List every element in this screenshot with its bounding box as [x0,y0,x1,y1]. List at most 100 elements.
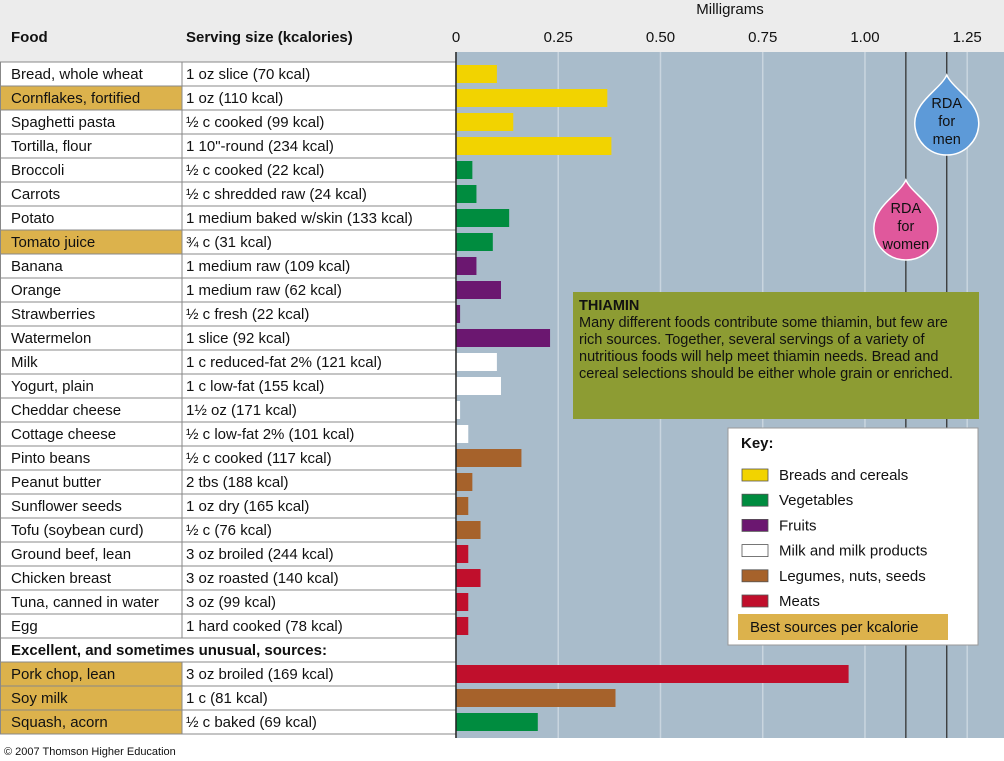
legend-swatch [741,493,769,507]
best-source-highlight [0,686,182,710]
serving-size: 3 oz (99 kcal) [186,594,276,611]
food-name: Tuna, canned in water [11,594,159,611]
best-source-highlight [0,662,182,686]
bar [456,401,461,419]
best-source-highlight [0,710,182,734]
legend-highlight [738,614,948,640]
serving-size: ½ c cooked (117 kcal) [186,450,332,467]
serving-size: 3 oz broiled (244 kcal) [186,546,334,563]
serving-size: 1½ oz (171 kcal) [186,402,297,419]
bar [456,137,612,155]
serving-size: 1 medium raw (109 kcal) [186,258,350,275]
legend-title: Key: [741,435,774,452]
x-tick-label: 1.00 [850,29,879,46]
food-name: Spaghetti pasta [11,114,116,131]
bar [456,185,477,203]
legend-swatch [741,544,769,557]
bar [456,665,849,683]
food-name: Orange [11,282,61,299]
food-name: Tortilla, flour [11,138,92,155]
bar [456,713,538,731]
bar [456,689,616,707]
serving-size: 3 oz roasted (140 kcal) [186,570,339,587]
food-name: Chicken breast [11,570,112,587]
serving-size: ½ c fresh (22 kcal) [186,306,309,323]
section-label: Excellent, and sometimes unusual, source… [11,642,327,659]
bar [456,569,481,587]
x-axis-label: Milligrams [696,1,764,18]
x-tick-label: 1.25 [953,29,982,46]
x-tick-label: 0 [452,29,460,46]
note-title: THIAMIN [579,298,640,314]
bar [456,449,522,467]
legend-label: Breads and cereals [779,467,908,484]
serving-size: ½ c cooked (99 kcal) [186,114,324,131]
food-name: Broccoli [11,162,64,179]
serving-size: 1 oz slice (70 kcal) [186,66,310,83]
food-name: Egg [11,618,38,635]
bar [456,161,473,179]
rda-label: RDA for men [931,96,963,148]
serving-size: 1 oz (110 kcal) [186,90,283,107]
serving-size: 1 c reduced-fat 2% (121 kcal) [186,354,382,371]
legend-box [727,427,979,646]
best-source-highlight [0,86,182,110]
serving-size: 1 hard cooked (78 kcal) [186,618,343,635]
bar [456,329,551,347]
legend-swatch [741,594,769,608]
food-name: Yogurt, plain [11,378,94,395]
food-name: Milk [11,354,38,371]
best-source-highlight [0,230,182,254]
serving-size: ½ c (76 kcal) [186,522,272,539]
food-name: Cornflakes, fortified [11,90,140,107]
legend-swatch [741,519,769,532]
food-name: Tofu (soybean curd) [11,522,144,539]
serving-size: ½ c cooked (22 kcal) [186,162,324,179]
food-name: Pork chop, lean [11,666,115,683]
rda-droplet [873,178,939,261]
serving-size: 1 medium raw (62 kcal) [186,282,342,299]
bar [456,233,493,251]
bar [456,593,469,611]
serving-size: 1 slice (92 kcal) [186,330,290,347]
bar [456,425,469,443]
bar [456,65,497,83]
serving-size: ½ c shredded raw (24 kcal) [186,186,367,203]
bar [456,305,461,323]
legend-swatch [741,468,769,482]
food-name: Ground beef, lean [11,546,131,563]
legend-label: Legumes, nuts, seeds [779,568,926,585]
food-name: Cottage cheese [11,426,116,443]
food-name: Squash, acorn [11,714,108,731]
bar [456,377,501,395]
food-name: Tomato juice [11,234,95,251]
bar [456,545,469,563]
header-band [0,0,1004,62]
food-name: Banana [11,258,63,275]
food-name: Bread, whole wheat [11,66,144,83]
bar [456,257,477,275]
legend-label: Vegetables [779,492,853,509]
serving-size: 1 medium baked w/skin (133 kcal) [186,210,413,227]
food-name: Potato [11,210,54,227]
food-name: Pinto beans [11,450,90,467]
food-name: Peanut butter [11,474,101,491]
bar [456,497,469,515]
legend-label: Meats [779,593,820,610]
rda-droplet [913,73,980,156]
serving-size: ½ c baked (69 kcal) [186,714,317,731]
legend-swatch [741,569,769,583]
legend-label: Fruits [779,517,817,534]
column-header: Serving size (kcalories) [186,29,353,46]
bar [456,521,481,539]
food-name: Sunflower seeds [11,498,122,515]
food-name: Watermelon [11,330,91,347]
bar [456,473,473,491]
food-name: Soy milk [11,690,68,707]
note-text: Many different foods contribute some thi… [579,315,953,382]
column-header: Food [11,29,48,46]
bar [456,281,501,299]
bar [456,353,497,371]
serving-size: ¾ c (31 kcal) [186,234,272,251]
